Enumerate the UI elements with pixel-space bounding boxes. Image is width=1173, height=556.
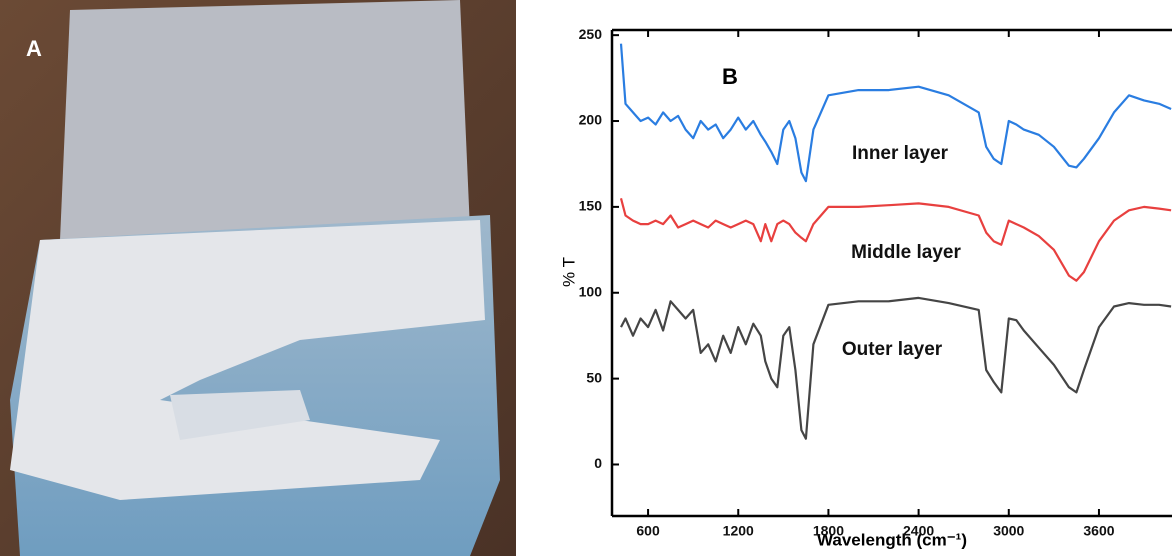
- panel-label: A: [26, 36, 42, 61]
- photo: A: [0, 0, 516, 556]
- x-tick-label: 3000: [993, 523, 1024, 539]
- x-tick-label: 1800: [813, 523, 844, 539]
- panel-label: B: [722, 64, 738, 89]
- series-line: [619, 43, 1172, 183]
- y-tick-label: 200: [579, 112, 603, 128]
- y-tick-label: 150: [579, 198, 603, 214]
- series-label: Outer layer: [842, 339, 943, 360]
- x-tick-label: 1200: [723, 523, 754, 539]
- y-axis-label: % T: [559, 257, 578, 287]
- y-tick-label: 250: [579, 26, 603, 42]
- y-tick-label: 100: [579, 283, 603, 299]
- series-line: [619, 198, 1172, 282]
- y-tick-label: 0: [594, 455, 602, 471]
- x-axis-label: Wavelength (cm⁻¹): [817, 530, 967, 549]
- x-tick-label: 2400: [903, 523, 934, 539]
- x-tick-label: 3600: [1083, 523, 1114, 539]
- x-tick-label: 600: [636, 523, 660, 539]
- series-line: [620, 296, 1172, 440]
- chart: B Wavelength (cm⁻¹) % T 0 50 100 150 200 250 6…: [559, 26, 1172, 549]
- y-tick-label: 50: [586, 369, 602, 385]
- series-label: Middle layer: [851, 242, 961, 263]
- series-label: Inner layer: [852, 143, 949, 164]
